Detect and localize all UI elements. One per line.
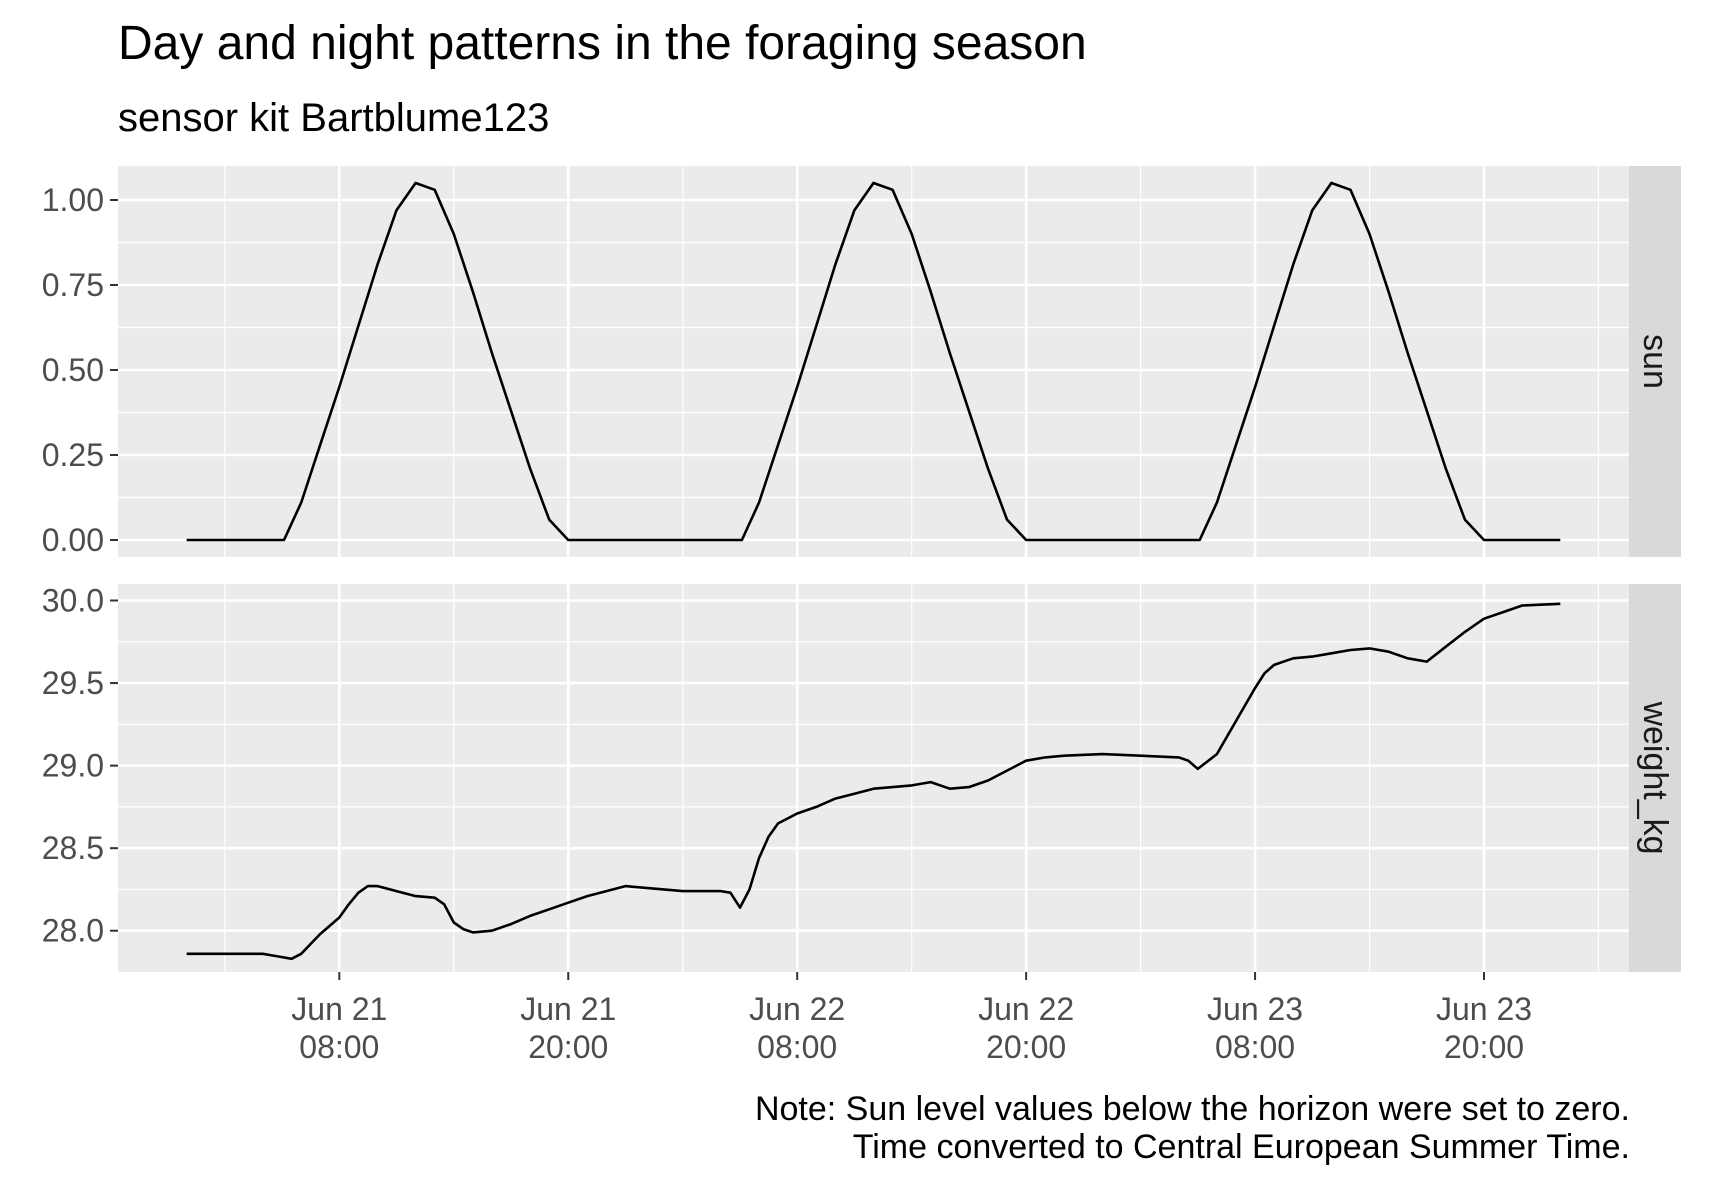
chart-caption-line-2: Time converted to Central European Summe…: [852, 1128, 1630, 1166]
chart-subtitle: sensor kit Bartblume123: [118, 96, 550, 140]
x-tick-label-date: Jun 22: [978, 991, 1074, 1027]
y-tick-label: 0.75: [42, 267, 104, 303]
y-tick-label: 0.00: [42, 522, 104, 558]
y-tick-label: 0.50: [42, 352, 104, 388]
chart-title: Day and night patterns in the foraging s…: [118, 17, 1087, 70]
x-tick-label-date: Jun 23: [1436, 991, 1532, 1027]
chart-caption-line-1: Note: Sun level values below the horizon…: [754, 1090, 1630, 1128]
x-tick-label-date: Jun 21: [520, 991, 616, 1027]
strip-weight_kg: [1629, 584, 1681, 972]
y-tick-label: 1.00: [42, 182, 104, 218]
y-tick-label: 30.0: [42, 583, 104, 619]
x-tick-label-time: 08:00: [757, 1029, 837, 1065]
panel-background-sun: [118, 166, 1629, 557]
y-tick-label: 28.5: [42, 830, 104, 866]
x-tick-label-time: 20:00: [528, 1029, 608, 1065]
x-tick-label-time: 20:00: [1444, 1029, 1524, 1065]
series-line-weight_kg: [186, 602, 1561, 961]
strip-sun: [1629, 166, 1681, 557]
x-tick-label-time: 08:00: [299, 1029, 379, 1065]
x-tick-label-time: 08:00: [1215, 1029, 1295, 1065]
x-tick-label-date: Jun 22: [749, 991, 845, 1027]
y-tick-label: 28.0: [42, 913, 104, 949]
strip-label-sun: sun: [1636, 334, 1674, 389]
x-tick-label-date: Jun 21: [291, 991, 387, 1027]
y-tick-label: 29.0: [42, 748, 104, 784]
x-tick-label-time: 20:00: [986, 1029, 1066, 1065]
series-line-sun: [186, 181, 1561, 542]
y-tick-label: 0.25: [42, 437, 104, 473]
y-tick-label: 29.5: [42, 665, 104, 701]
x-tick-label-date: Jun 23: [1207, 991, 1303, 1027]
strip-label-weight_kg: weight_kg: [1636, 700, 1674, 854]
